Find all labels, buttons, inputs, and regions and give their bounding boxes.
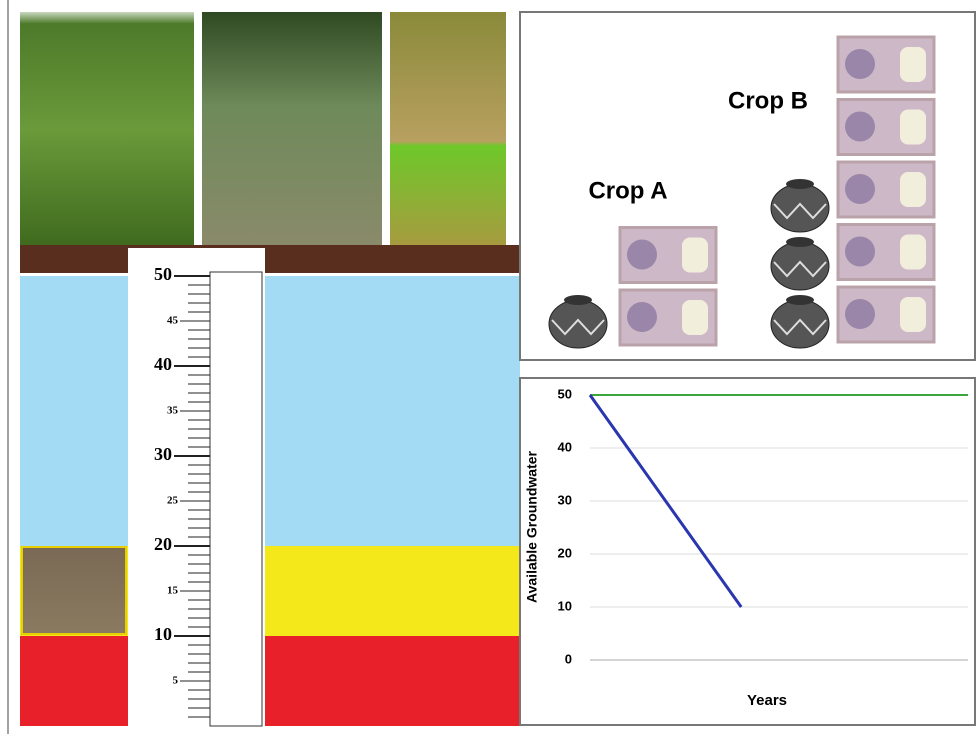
- gauge-tick-label: 5: [173, 675, 179, 687]
- note-seal: [845, 174, 875, 204]
- money-note-icon: [838, 287, 934, 342]
- gauge-tick-label: 45: [167, 315, 179, 327]
- pot-body: [771, 242, 829, 290]
- pot-rim: [786, 179, 814, 189]
- note-window: [900, 172, 926, 207]
- note-seal: [627, 302, 657, 332]
- crop-label: Crop B: [728, 87, 808, 114]
- note-seal: [845, 237, 875, 267]
- screen: Years Available Groundwater 5 10 15 20 25 30 3…: [0, 0, 976, 734]
- gauge-tick-label: 15: [167, 585, 179, 597]
- crop-label: Crop A: [588, 177, 667, 204]
- photo-millet: [20, 12, 194, 247]
- chart-panel: [520, 378, 975, 725]
- note-seal: [627, 240, 657, 270]
- y-tick-label: 30: [558, 492, 572, 507]
- gauge-tube: [210, 272, 262, 726]
- y-axis-label: Available Groundwater: [524, 450, 540, 603]
- photo-water-pots: [22, 547, 126, 634]
- note-window: [900, 47, 926, 82]
- note-window: [900, 297, 926, 332]
- note-window: [682, 300, 708, 335]
- money-note-icon: [620, 290, 716, 345]
- note-seal: [845, 299, 875, 329]
- gauge-tick-label: 50: [154, 264, 172, 284]
- gauge-tick-label: 10: [154, 624, 172, 644]
- note-window: [900, 110, 926, 145]
- money-note-icon: [838, 100, 934, 155]
- y-tick-label: 10: [558, 598, 572, 613]
- pot-rim: [786, 295, 814, 305]
- money-note-icon: [620, 228, 716, 283]
- pot-body: [549, 300, 607, 348]
- money-note-icon: [838, 162, 934, 217]
- gauge-tick-label: 25: [167, 495, 179, 507]
- note-seal: [845, 112, 875, 142]
- gauge-tick-label: 30: [154, 444, 172, 464]
- x-axis-label: Years: [747, 692, 787, 709]
- pot-rim: [564, 295, 592, 305]
- soil-strip: [20, 245, 520, 273]
- gauge-tick-label: 35: [167, 405, 179, 417]
- pot-rim: [786, 237, 814, 247]
- note-seal: [845, 49, 875, 79]
- y-tick-label: 20: [558, 545, 572, 560]
- photo-village: [202, 12, 382, 247]
- y-tick-label: 40: [558, 439, 572, 454]
- money-note-icon: [838, 37, 934, 92]
- y-tick-label: 50: [558, 386, 572, 401]
- gauge-tick-label: 40: [154, 354, 172, 374]
- photo-rice: [390, 12, 506, 247]
- money-note-icon: [838, 225, 934, 280]
- note-window: [900, 235, 926, 270]
- pot-body: [771, 300, 829, 348]
- water-level-band: [20, 276, 520, 546]
- y-tick-label: 0: [565, 651, 572, 666]
- note-window: [682, 238, 708, 273]
- water-level-band: [20, 636, 520, 726]
- gauge-tick-label: 20: [154, 534, 172, 554]
- pot-body: [771, 184, 829, 232]
